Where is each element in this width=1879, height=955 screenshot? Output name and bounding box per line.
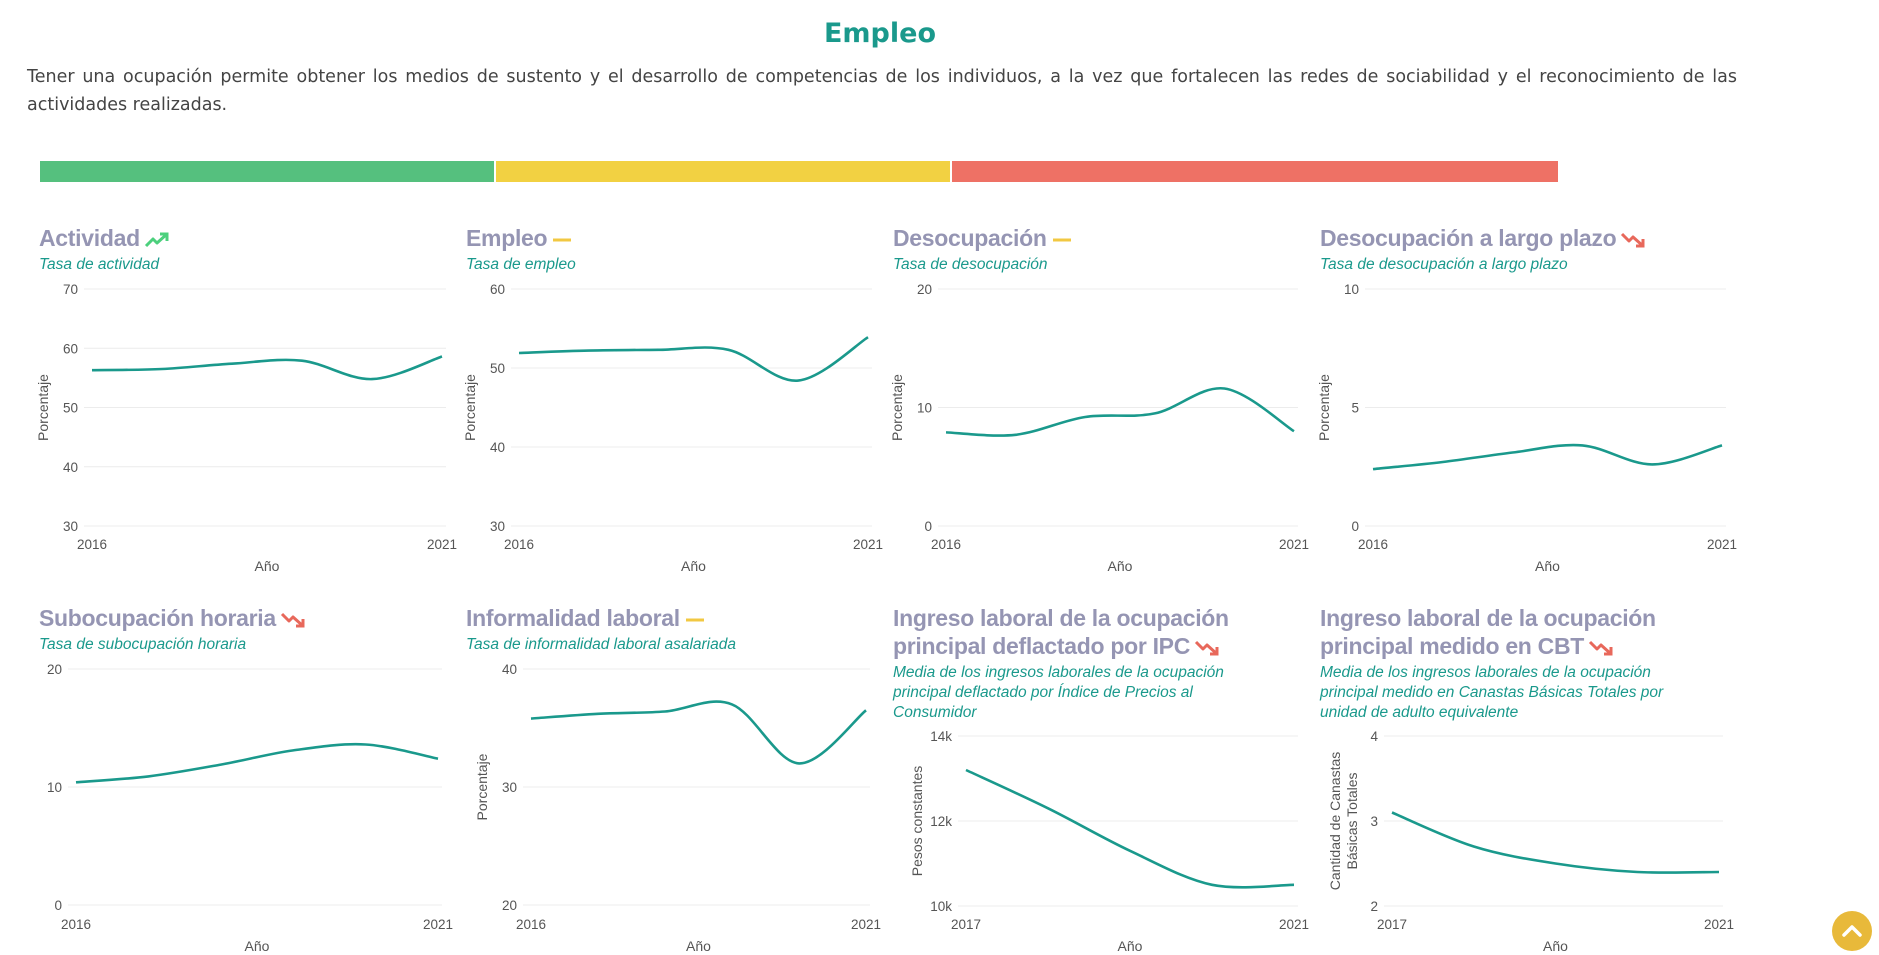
x-axis-label: Año [1543,938,1568,954]
series-line [1392,813,1719,873]
y-axis-label-line: Básicas Totales [1344,772,1360,869]
y-tick-label: 3 [1370,814,1378,829]
y-tick-label: 2 [1370,899,1378,914]
y-axis-label-line: Cantidad de Canastas [1327,752,1343,891]
y-tick-label: 4 [1370,729,1378,744]
x-tick-label: 2017 [1377,917,1407,932]
y-axis-label: Cantidad de CanastasBásicas Totales [1327,752,1360,891]
x-tick-label: 2021 [1704,917,1734,932]
